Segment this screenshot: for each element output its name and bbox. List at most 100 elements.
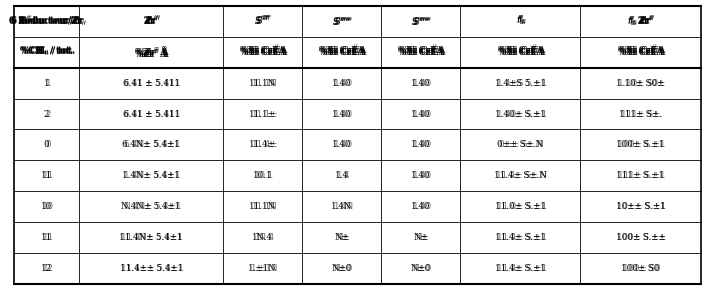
Text: %Yi CrÉA: %Yi CrÉA	[498, 48, 543, 57]
Text: 0±± S±.N: 0±± S±.N	[499, 140, 544, 150]
Text: %Yi CrÉA: %Yi CrÉA	[242, 46, 287, 55]
Text: N±: N±	[415, 233, 429, 242]
Text: 111± S±.: 111± S±.	[621, 110, 662, 119]
Text: 11.1±: 11.1±	[249, 110, 276, 119]
Text: 11.1N: 11.1N	[249, 202, 276, 211]
Text: 1.4: 1.4	[337, 171, 350, 180]
Text: 6 Réducteur/Zr$_i$: 6 Réducteur/Zr$_i$	[10, 13, 87, 27]
Text: $f_S$ Zr$^{II}$: $f_S$ Zr$^{II}$	[629, 14, 655, 28]
Text: 11.4±± 5.4±1: 11.4±± 5.4±1	[121, 264, 184, 273]
Text: 0: 0	[45, 140, 51, 150]
Text: 1.40: 1.40	[413, 110, 432, 119]
Text: $f_S$: $f_S$	[516, 14, 524, 26]
Text: $S^{one}$: $S^{one}$	[334, 15, 353, 26]
Text: 100± S.±1: 100± S.±1	[617, 140, 665, 150]
Text: 11.0± S.±1: 11.0± S.±1	[496, 202, 546, 211]
Text: 1.40: 1.40	[413, 171, 432, 180]
Text: 6 Réducteur/Zr$_i$: 6 Réducteur/Zr$_i$	[8, 13, 85, 27]
Text: 2: 2	[44, 110, 49, 119]
Text: 11.4± S.±1: 11.4± S.±1	[495, 233, 546, 242]
Text: 1.40: 1.40	[411, 79, 430, 88]
Text: $f_S$: $f_S$	[516, 15, 524, 28]
Text: $S^{OT}$: $S^{OT}$	[254, 15, 271, 27]
Text: 100± S.±1: 100± S.±1	[618, 140, 665, 150]
Text: $S^{OT}$: $S^{OT}$	[256, 14, 273, 26]
Text: 11.4±: 11.4±	[249, 140, 276, 150]
Text: Zr$^{II}$: Zr$^{II}$	[145, 14, 161, 26]
Text: $f_S$: $f_S$	[518, 14, 527, 26]
Text: 6.41 ± 5.411: 6.41 ± 5.411	[124, 110, 181, 119]
Text: $S^{one}$: $S^{one}$	[411, 15, 430, 26]
Text: $S^{OT}$: $S^{OT}$	[254, 14, 271, 26]
Text: 1.40: 1.40	[334, 140, 353, 150]
Text: N±0: N±0	[334, 264, 353, 273]
Text: 100± S0: 100± S0	[623, 264, 660, 273]
Text: 1: 1	[45, 79, 51, 88]
Text: %CH$_4$ / tot.: %CH$_4$ / tot.	[19, 45, 74, 57]
Text: 11.4± S.±1: 11.4± S.±1	[496, 264, 546, 273]
Text: 1.40: 1.40	[334, 79, 353, 88]
Text: $f_S$ Zr$^{II}$: $f_S$ Zr$^{II}$	[627, 13, 653, 27]
Text: %Yi CrÉA: %Yi CrÉA	[400, 48, 446, 57]
Text: %Yi CrÉA: %Yi CrÉA	[400, 46, 446, 55]
Text: 0: 0	[44, 140, 49, 150]
Text: %CH$_4$ / tot.: %CH$_4$ / tot.	[21, 45, 76, 57]
Text: 1.4±S 5.±1: 1.4±S 5.±1	[495, 79, 546, 88]
Text: 11.4±± 5.4±1: 11.4±± 5.4±1	[120, 264, 182, 273]
Text: 1.40: 1.40	[411, 110, 430, 119]
Text: 1N.4: 1N.4	[252, 233, 273, 242]
Text: 1.40: 1.40	[332, 110, 351, 119]
Text: 6.41 ± 5.411: 6.41 ± 5.411	[124, 79, 181, 88]
Text: 11.4±: 11.4±	[251, 140, 277, 150]
Text: %Yi CrÉA: %Yi CrÉA	[321, 46, 366, 55]
Text: $S^{one}$: $S^{one}$	[332, 16, 351, 27]
Text: %CH$_4$ / tot.: %CH$_4$ / tot.	[21, 46, 76, 58]
Text: 11.1N: 11.1N	[249, 79, 276, 88]
Text: %Yi CrÉA: %Yi CrÉA	[498, 46, 543, 55]
Text: %Zr$^{II}$ Å: %Zr$^{II}$ Å	[136, 46, 170, 59]
Text: $f_S$: $f_S$	[518, 15, 527, 28]
Text: 10: 10	[41, 202, 52, 211]
Text: 1N.4: 1N.4	[254, 233, 274, 242]
Text: %Zr$^{II}$ Å: %Zr$^{II}$ Å	[134, 44, 168, 57]
Text: 1.40: 1.40	[332, 79, 351, 88]
Text: N±0: N±0	[413, 264, 432, 273]
Text: %Zr$^{II}$ Å: %Zr$^{II}$ Å	[136, 44, 170, 57]
Text: 12: 12	[42, 264, 54, 273]
Text: 111± S.±1: 111± S.±1	[617, 171, 665, 180]
Text: $S^{one}$: $S^{one}$	[413, 15, 432, 26]
Text: 1.40: 1.40	[413, 202, 432, 211]
Text: 11: 11	[41, 233, 52, 242]
Text: %Yi CrÉA: %Yi CrÉA	[398, 46, 444, 55]
Text: N±0: N±0	[332, 264, 352, 273]
Text: Zr$^{II}$: Zr$^{II}$	[143, 15, 159, 27]
Text: 0±± S±.N: 0±± S±.N	[497, 140, 543, 150]
Text: 1.10± S0±: 1.10± S0±	[616, 79, 665, 88]
Text: 1.40: 1.40	[413, 140, 432, 150]
Text: 1.40± S.±1: 1.40± S.±1	[496, 110, 546, 119]
Text: 1.40: 1.40	[411, 202, 430, 211]
Text: Zr$^{II}$: Zr$^{II}$	[145, 15, 161, 27]
Text: 1.4: 1.4	[334, 171, 348, 180]
Text: 1.40: 1.40	[413, 79, 432, 88]
Text: 11: 11	[41, 171, 52, 180]
Text: %Yi CrÉA: %Yi CrÉA	[620, 48, 665, 57]
Text: 1.4±S 5.±1: 1.4±S 5.±1	[496, 79, 546, 88]
Text: 12: 12	[41, 264, 52, 273]
Text: $f_S$ Zr$^{II}$: $f_S$ Zr$^{II}$	[627, 14, 653, 28]
Text: %Yi CrÉA: %Yi CrÉA	[319, 48, 365, 57]
Text: %Yi CrÉA: %Yi CrÉA	[617, 46, 663, 55]
Text: 11.4± S±.N: 11.4± S±.N	[494, 171, 546, 180]
Text: 11.4N± 5.4±1: 11.4N± 5.4±1	[120, 233, 183, 242]
Text: 11.1N: 11.1N	[251, 79, 277, 88]
Text: 100± S.±±: 100± S.±±	[617, 233, 667, 242]
Text: %Zr$^{II}$ Å: %Zr$^{II}$ Å	[134, 46, 168, 59]
Text: 11.4± S.±1: 11.4± S.±1	[495, 264, 546, 273]
Text: $S^{one}$: $S^{one}$	[332, 15, 351, 26]
Text: 111± S±.: 111± S±.	[619, 110, 662, 119]
Text: 100± S.±±: 100± S.±±	[616, 233, 665, 242]
Text: %Yi CrÉA: %Yi CrÉA	[500, 48, 545, 57]
Text: 11.1N: 11.1N	[251, 202, 277, 211]
Text: 11.1±: 11.1±	[251, 110, 277, 119]
Text: 11: 11	[42, 233, 54, 242]
